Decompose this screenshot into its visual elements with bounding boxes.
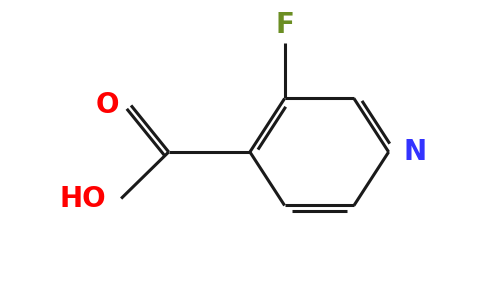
Text: O: O [96, 92, 119, 119]
Text: N: N [404, 138, 426, 166]
Text: HO: HO [60, 184, 106, 212]
Text: F: F [275, 11, 294, 39]
